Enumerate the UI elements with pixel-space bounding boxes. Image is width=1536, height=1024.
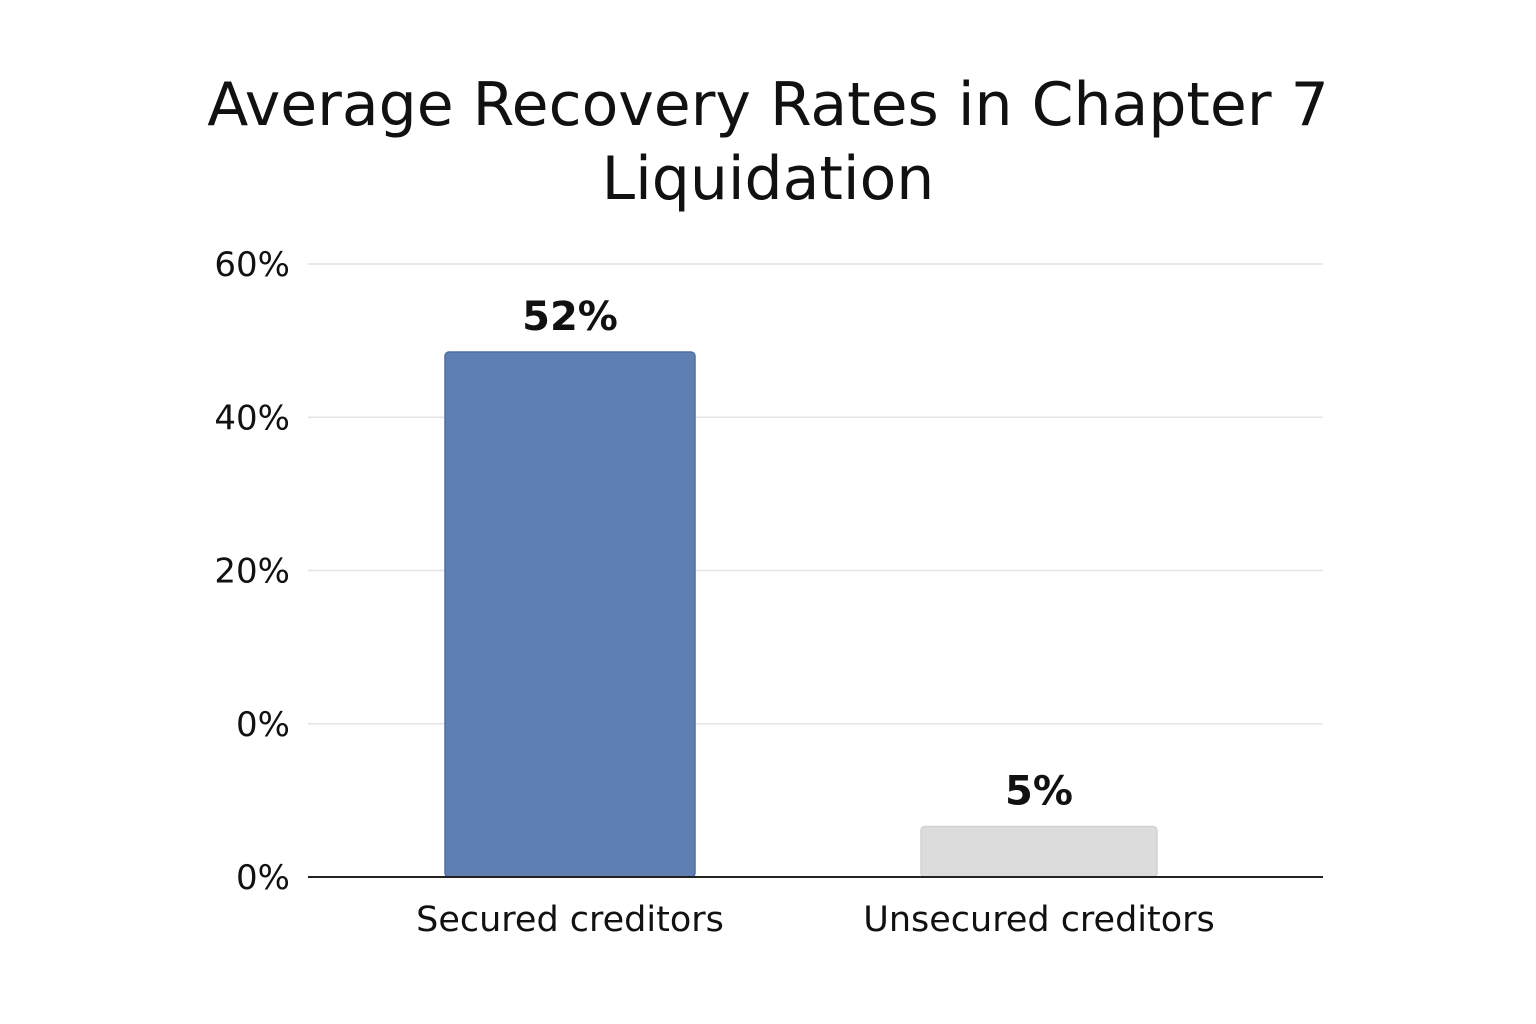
- bar: [920, 825, 1158, 878]
- category-label: Unsecured creditors: [863, 900, 1215, 940]
- data-label: 52%: [522, 294, 618, 340]
- bar: [444, 351, 696, 878]
- chart-title-line-1: Average Recovery Rates in Chapter 7: [207, 70, 1329, 140]
- chart-title: Average Recovery Rates in Chapter 7 Liqu…: [0, 68, 1536, 216]
- y-tick-label: 0%: [236, 705, 290, 745]
- y-tick-label: 20%: [214, 552, 290, 592]
- chart-title-line-2: Liquidation: [601, 144, 935, 214]
- y-tick-label: 40%: [214, 398, 290, 438]
- y-axis-tick-labels: 60% 40% 20% 0% 0%: [214, 245, 290, 898]
- data-label: 5%: [1005, 769, 1073, 815]
- bars: [444, 351, 1158, 878]
- y-tick-label: 60%: [214, 245, 290, 285]
- data-labels: 52% 5%: [522, 294, 1073, 815]
- category-labels: Secured creditors Unsecured creditors: [416, 900, 1215, 940]
- y-tick-label: 0%: [236, 858, 290, 898]
- category-label: Secured creditors: [416, 900, 724, 940]
